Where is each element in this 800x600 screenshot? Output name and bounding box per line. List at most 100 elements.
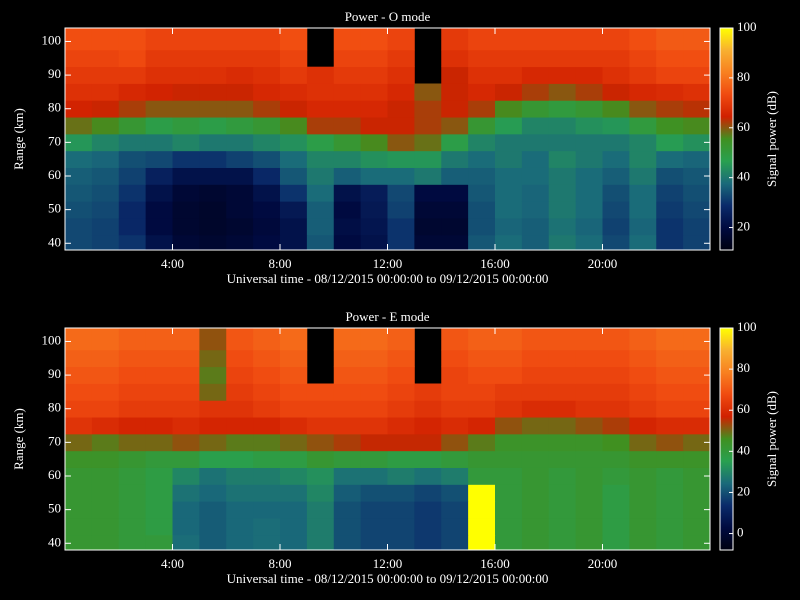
heatmap-cell xyxy=(333,66,362,84)
heatmap-cell xyxy=(387,234,415,251)
heatmap-cell xyxy=(360,383,388,401)
heatmap-cell xyxy=(683,167,711,185)
heatmap-cell xyxy=(65,366,93,384)
x-tick-label: 16:00 xyxy=(480,556,510,571)
heatmap-cell xyxy=(521,49,550,68)
heatmap-cell xyxy=(280,467,308,485)
heatmap-cell xyxy=(91,83,120,101)
heatmap-cell xyxy=(575,450,603,468)
heatmap-cell xyxy=(683,417,711,435)
heatmap-cell xyxy=(629,218,657,236)
heatmap-cell xyxy=(575,349,603,368)
heatmap-cell xyxy=(360,417,388,435)
heatmap-cell xyxy=(441,28,469,51)
heatmap-cell xyxy=(441,383,469,401)
colorbar-tick-label: 60 xyxy=(737,119,750,134)
heatmap-cell xyxy=(333,83,362,101)
heatmap-cell xyxy=(306,66,335,84)
heatmap-cell xyxy=(441,501,469,519)
heatmap-cell xyxy=(441,49,469,68)
heatmap-cell xyxy=(253,433,281,452)
heatmap-cell xyxy=(253,518,281,536)
heatmap-cell xyxy=(521,201,550,219)
heatmap-cell xyxy=(199,417,227,435)
heatmap-cell xyxy=(65,100,93,118)
heatmap-cell xyxy=(629,366,657,384)
heatmap-cell xyxy=(548,417,577,435)
heatmap-cell xyxy=(253,83,281,101)
heatmap-cell xyxy=(91,501,120,519)
heatmap-cell xyxy=(145,66,173,84)
heatmap-cell xyxy=(548,201,577,219)
heatmap-cell xyxy=(91,234,120,251)
y-tick-label: 70 xyxy=(48,133,61,148)
heatmap-cell xyxy=(656,28,684,51)
heatmap-cell xyxy=(441,518,469,536)
heatmap-cell xyxy=(280,66,308,84)
heatmap-cell xyxy=(145,417,173,435)
heatmap-cell xyxy=(199,184,227,202)
heatmap-cell xyxy=(548,484,577,502)
heatmap-cell xyxy=(629,484,657,502)
heatmap-cell xyxy=(495,518,523,536)
colorbar-tick-label: 0 xyxy=(737,525,744,540)
heatmap-cell xyxy=(387,518,415,536)
heatmap-cell xyxy=(656,234,684,251)
heatmap-cell xyxy=(280,218,308,236)
heatmap-cell xyxy=(199,234,227,251)
heatmap-cell xyxy=(495,150,523,168)
heatmap-cell xyxy=(656,349,684,368)
heatmap-cell xyxy=(199,328,227,351)
heatmap-cell xyxy=(118,117,147,135)
heatmap-cell xyxy=(468,328,496,351)
heatmap-cell xyxy=(199,167,227,185)
heatmap-cell xyxy=(521,501,550,519)
heatmap-cell xyxy=(253,66,281,84)
x-tick-label: 8:00 xyxy=(268,556,291,571)
heatmap-cell xyxy=(253,150,281,168)
y-tick-label: 40 xyxy=(48,234,61,249)
heatmap-cell xyxy=(387,150,415,168)
heatmap-cell xyxy=(414,501,442,519)
heatmap-cell xyxy=(656,83,684,101)
heatmap-cell xyxy=(145,484,173,502)
heatmap-cell xyxy=(414,417,442,435)
heatmap-cell xyxy=(306,184,335,202)
heatmap-cell xyxy=(387,450,415,468)
heatmap-cell xyxy=(629,66,657,84)
heatmap-cell xyxy=(91,433,120,452)
heatmap-cell xyxy=(172,66,200,84)
heatmap-cell xyxy=(226,518,254,536)
heatmap-cell xyxy=(629,234,657,251)
heatmap-cell xyxy=(387,433,415,452)
heatmap-cell xyxy=(575,28,603,51)
heatmap-cell xyxy=(226,150,254,168)
heatmap-cell xyxy=(253,383,281,401)
heatmap-cell xyxy=(199,383,227,401)
heatmap-cell xyxy=(280,117,308,135)
heatmap-cell xyxy=(91,366,120,384)
heatmap-cell xyxy=(360,433,388,452)
heatmap-cell xyxy=(333,400,362,418)
heatmap-cell xyxy=(468,133,496,152)
heatmap-cell xyxy=(199,218,227,236)
heatmap-cell xyxy=(65,349,93,368)
heatmap-cell xyxy=(575,83,603,101)
heatmap-cell xyxy=(683,184,711,202)
heatmap-cell xyxy=(145,167,173,185)
heatmap-cell xyxy=(145,450,173,468)
heatmap-cell xyxy=(548,49,577,68)
heatmap-cell xyxy=(253,400,281,418)
heatmap-cell xyxy=(683,328,711,351)
heatmap-cell xyxy=(172,534,200,551)
heatmap-cell xyxy=(495,366,523,384)
heatmap-cell xyxy=(333,349,362,368)
heatmap-cell xyxy=(118,383,147,401)
heatmap-cell xyxy=(65,383,93,401)
heatmap-cell xyxy=(172,167,200,185)
heatmap-cell xyxy=(199,484,227,502)
heatmap-cell xyxy=(145,234,173,251)
heatmap-cell xyxy=(495,328,523,351)
heatmap-cell xyxy=(387,328,415,351)
